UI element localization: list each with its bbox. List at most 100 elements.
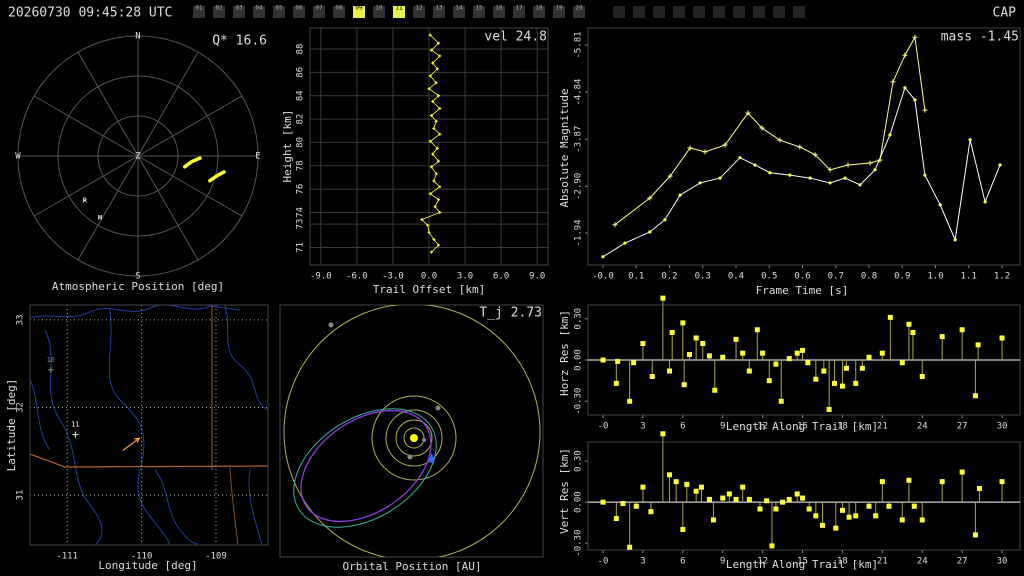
station-box <box>413 6 425 18</box>
magnitude-point <box>903 86 907 90</box>
x-tick-label: 15 <box>797 557 808 567</box>
station-label: 19 <box>555 5 563 12</box>
station-box <box>513 6 525 18</box>
trail-point <box>429 165 433 169</box>
station-label: 12 <box>415 5 423 12</box>
residual-point <box>631 360 637 366</box>
x-tick-label: 15 <box>797 422 808 432</box>
trail-point <box>427 230 431 234</box>
magnitude-point <box>753 163 757 167</box>
x-tick-label: 30 <box>997 422 1008 432</box>
trail-point <box>429 48 433 52</box>
x-tick-label: -9.0 <box>310 272 332 282</box>
magnitude-point <box>845 162 851 168</box>
residual-point <box>673 479 679 485</box>
tisserand: T_j 2.73 <box>479 306 542 321</box>
magnitude-point <box>922 107 928 113</box>
station-box <box>633 6 645 18</box>
residual-point <box>667 472 673 478</box>
magnitude-point <box>718 176 722 180</box>
residual-point <box>710 517 716 523</box>
magnitude-point <box>647 195 653 201</box>
planet-orbit <box>395 419 433 457</box>
residual-point <box>633 503 639 509</box>
x-tick-label: 21 <box>877 557 888 567</box>
x-tick-label: 24 <box>917 557 928 567</box>
magnitude-point <box>902 52 908 58</box>
residual-point <box>999 479 1005 485</box>
magnitude-point <box>663 218 667 222</box>
x-tick-label: 3.0 <box>457 272 473 282</box>
magnitude-point <box>867 160 873 166</box>
magnitude-point <box>759 125 765 131</box>
residual-point <box>640 484 646 490</box>
station-boxes: 01 02 03 04 05 06 07 08 09 10 11 12 13 14 15 16 17 18 19 20 <box>193 5 805 18</box>
station-box <box>693 6 705 18</box>
station-box <box>613 6 625 18</box>
x-tick-label: 0.6 <box>794 272 810 282</box>
y-tick-label: -1.94 <box>574 219 584 246</box>
residual-point <box>700 341 706 346</box>
plot-frame <box>587 27 1021 266</box>
station-box <box>473 6 485 18</box>
azimuth-spoke <box>33 95 139 157</box>
y-tick-label: 0.30 <box>574 450 584 472</box>
magnitude-point <box>678 193 682 197</box>
magnitude-point <box>623 241 627 245</box>
residual-point <box>733 496 739 502</box>
station-box <box>533 6 545 18</box>
station-box <box>273 6 285 18</box>
station-box <box>793 6 805 18</box>
residual-point <box>684 481 690 487</box>
x-tick-label: -110 <box>131 552 153 562</box>
station-label: 08 <box>335 5 343 12</box>
residual-point <box>866 503 872 509</box>
residual-point <box>910 330 916 335</box>
y-tick-label: -2.90 <box>574 173 584 200</box>
residual-point <box>648 509 654 515</box>
x-tick-label: 24 <box>917 422 928 432</box>
trail-point <box>438 210 442 214</box>
magnitude-point <box>983 200 987 204</box>
magnitude-point <box>698 181 702 185</box>
magnitude-point <box>998 163 1002 167</box>
map-border <box>30 305 241 319</box>
azimuth-spoke <box>137 95 243 157</box>
magnitude-point <box>788 173 792 177</box>
station-label: 17 <box>515 5 523 12</box>
trail-point <box>434 172 438 176</box>
residual-point <box>839 507 845 513</box>
station-box <box>713 6 725 18</box>
station-box <box>313 6 325 18</box>
y-tick-label: 84 <box>296 90 306 101</box>
altitude-ring <box>17 35 259 277</box>
x-tick-label: 0.1 <box>628 272 644 282</box>
x-tick-label: 12 <box>757 557 768 567</box>
residual-point <box>972 532 978 538</box>
residual-point <box>805 360 811 366</box>
trail-point <box>431 152 435 156</box>
trail-point <box>428 139 432 143</box>
x-tick-label: -0 <box>598 557 609 567</box>
sun <box>410 434 418 442</box>
map-border <box>229 467 239 545</box>
residual-point <box>740 350 746 356</box>
y-tick-label: 31 <box>16 490 26 501</box>
map-border <box>154 469 198 545</box>
x-tick-label: 0.9 <box>894 272 910 282</box>
azimuth-spoke <box>137 155 243 217</box>
y-tick-label: 0.00 <box>574 349 584 371</box>
residual-point <box>660 431 666 437</box>
x-axis-label: Length Along Trail [km] <box>726 420 878 433</box>
residual-point <box>972 393 978 399</box>
residual-point <box>813 376 819 382</box>
magnitude-point <box>738 156 742 160</box>
magnitude-point <box>938 203 942 207</box>
station-box <box>213 6 225 18</box>
residual-point <box>773 506 779 512</box>
x-tick-label: 27 <box>957 557 968 567</box>
trail-point <box>435 146 439 150</box>
station-label: 16 <box>495 5 503 12</box>
trail-point <box>437 94 441 98</box>
